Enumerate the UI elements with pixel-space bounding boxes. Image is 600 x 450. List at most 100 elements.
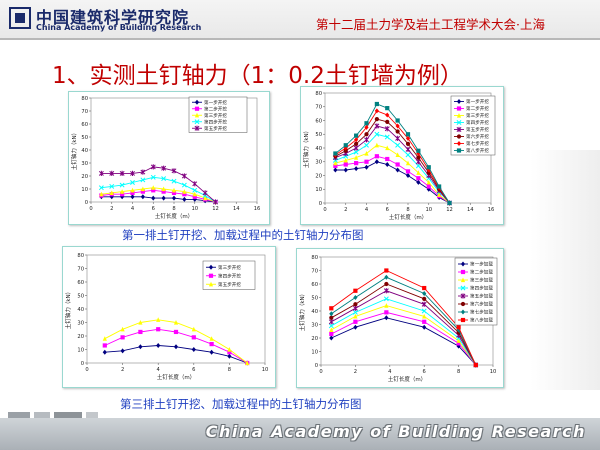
chart-panel-3: 0 10 20 30 40 50 60 70 80 0 2 4 6 8 10 土钉长度（m） 土钉轴力（kN） 第…	[62, 246, 276, 388]
y-tick-label: 60	[315, 118, 322, 124]
data-point	[171, 195, 177, 201]
data-point	[456, 325, 461, 330]
data-point	[395, 152, 400, 157]
y-tick-label: 60	[77, 280, 84, 286]
data-point	[415, 163, 421, 169]
data-point	[109, 183, 115, 189]
academy-logo-icon	[9, 7, 31, 29]
y-tick-label: 60	[311, 282, 318, 288]
series-3	[102, 317, 250, 366]
data-point	[173, 329, 179, 335]
legend-label: 第八步开挖	[466, 147, 489, 154]
data-point	[343, 143, 348, 148]
data-point	[333, 151, 338, 156]
x-tick-label: 16	[488, 207, 495, 213]
data-point	[329, 335, 334, 341]
data-point	[120, 192, 125, 197]
data-point	[416, 179, 421, 185]
data-point	[333, 167, 338, 173]
data-point	[384, 268, 389, 273]
y-tick-label: 80	[81, 96, 88, 102]
logo-chinese-name: 中国建筑科学研究院	[36, 8, 190, 27]
data-point	[385, 106, 390, 111]
legend-label: 第二步开挖	[466, 105, 489, 112]
x-tick-label: 10	[191, 206, 198, 212]
data-point	[473, 362, 478, 368]
slide-footer: China Academy of Building Research	[0, 418, 600, 450]
data-point	[460, 285, 466, 291]
data-point	[456, 338, 461, 343]
data-point	[374, 108, 379, 114]
data-point	[181, 173, 187, 179]
data-point	[354, 141, 359, 146]
data-point	[353, 319, 358, 324]
data-point	[192, 191, 197, 197]
legend-label: 第四步开挖	[466, 119, 489, 126]
data-point	[364, 124, 369, 130]
data-point	[99, 191, 104, 197]
series-1	[102, 342, 250, 366]
data-point	[151, 188, 156, 193]
data-point	[120, 335, 125, 340]
data-point	[422, 296, 427, 301]
series-line	[101, 176, 216, 203]
data-point	[385, 145, 390, 151]
series-line	[331, 290, 477, 366]
data-point	[354, 133, 359, 138]
series-line	[101, 187, 216, 203]
data-point	[395, 123, 400, 129]
data-point	[374, 154, 379, 159]
legend-label: 第一步开挖	[466, 98, 489, 105]
data-point	[102, 336, 107, 341]
data-point	[140, 177, 146, 183]
data-point	[354, 166, 359, 172]
data-point	[405, 152, 411, 158]
data-point	[130, 187, 135, 193]
data-point	[181, 182, 187, 188]
data-point	[194, 125, 200, 131]
caption-row1: 第一排土钉开挖、加载过程中的土钉轴力分布图	[122, 228, 364, 242]
x-axis-label: 土钉长度（m）	[155, 212, 193, 220]
legend-label: 第四步开挖	[204, 118, 227, 125]
data-point	[364, 137, 369, 143]
data-point	[120, 348, 125, 354]
data-point	[374, 117, 379, 122]
background-decoration	[530, 150, 600, 390]
data-point	[130, 180, 135, 185]
data-point	[383, 296, 389, 302]
data-point	[456, 141, 462, 146]
data-point	[364, 164, 369, 170]
data-point	[374, 131, 380, 137]
data-point	[395, 135, 401, 141]
data-point	[352, 309, 358, 315]
legend-label: 第八步加载	[470, 317, 493, 324]
data-point	[150, 164, 156, 170]
data-point	[194, 119, 200, 125]
y-tick-label: 70	[81, 109, 88, 115]
legend-label: 第七步加载	[470, 309, 493, 316]
data-point	[328, 319, 334, 325]
caption-row3: 第三排土钉开挖、加载过程中的土钉轴力分布图	[120, 397, 362, 411]
data-point	[364, 142, 369, 148]
legend-label: 第三步开挖	[204, 112, 227, 119]
legend-label: 第四步开挖	[218, 272, 241, 279]
header-divider	[0, 38, 600, 40]
data-point	[138, 329, 143, 335]
x-tick-label: 12	[212, 206, 219, 212]
chart-panel-1: 0 10 20 30 40 50 60 70 80 0 2 4 6 8 10 12 14 16 土钉长度（m） 土钉轴…	[68, 91, 270, 225]
y-tick-label: 20	[77, 334, 84, 340]
y-tick-label: 40	[81, 148, 88, 154]
data-point	[156, 317, 161, 322]
data-point	[119, 182, 125, 188]
x-tick-label: 12	[446, 207, 453, 213]
data-point	[460, 261, 466, 267]
data-point	[456, 99, 462, 104]
data-point	[161, 176, 167, 182]
y-tick-label: 50	[81, 135, 88, 141]
series-line	[331, 283, 477, 366]
data-point	[138, 320, 143, 325]
data-point	[329, 331, 334, 337]
data-point	[209, 342, 214, 347]
data-point	[182, 192, 187, 197]
